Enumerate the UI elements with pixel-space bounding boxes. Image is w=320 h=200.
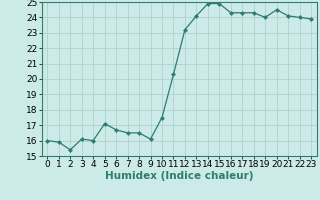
X-axis label: Humidex (Indice chaleur): Humidex (Indice chaleur) [105,171,253,181]
